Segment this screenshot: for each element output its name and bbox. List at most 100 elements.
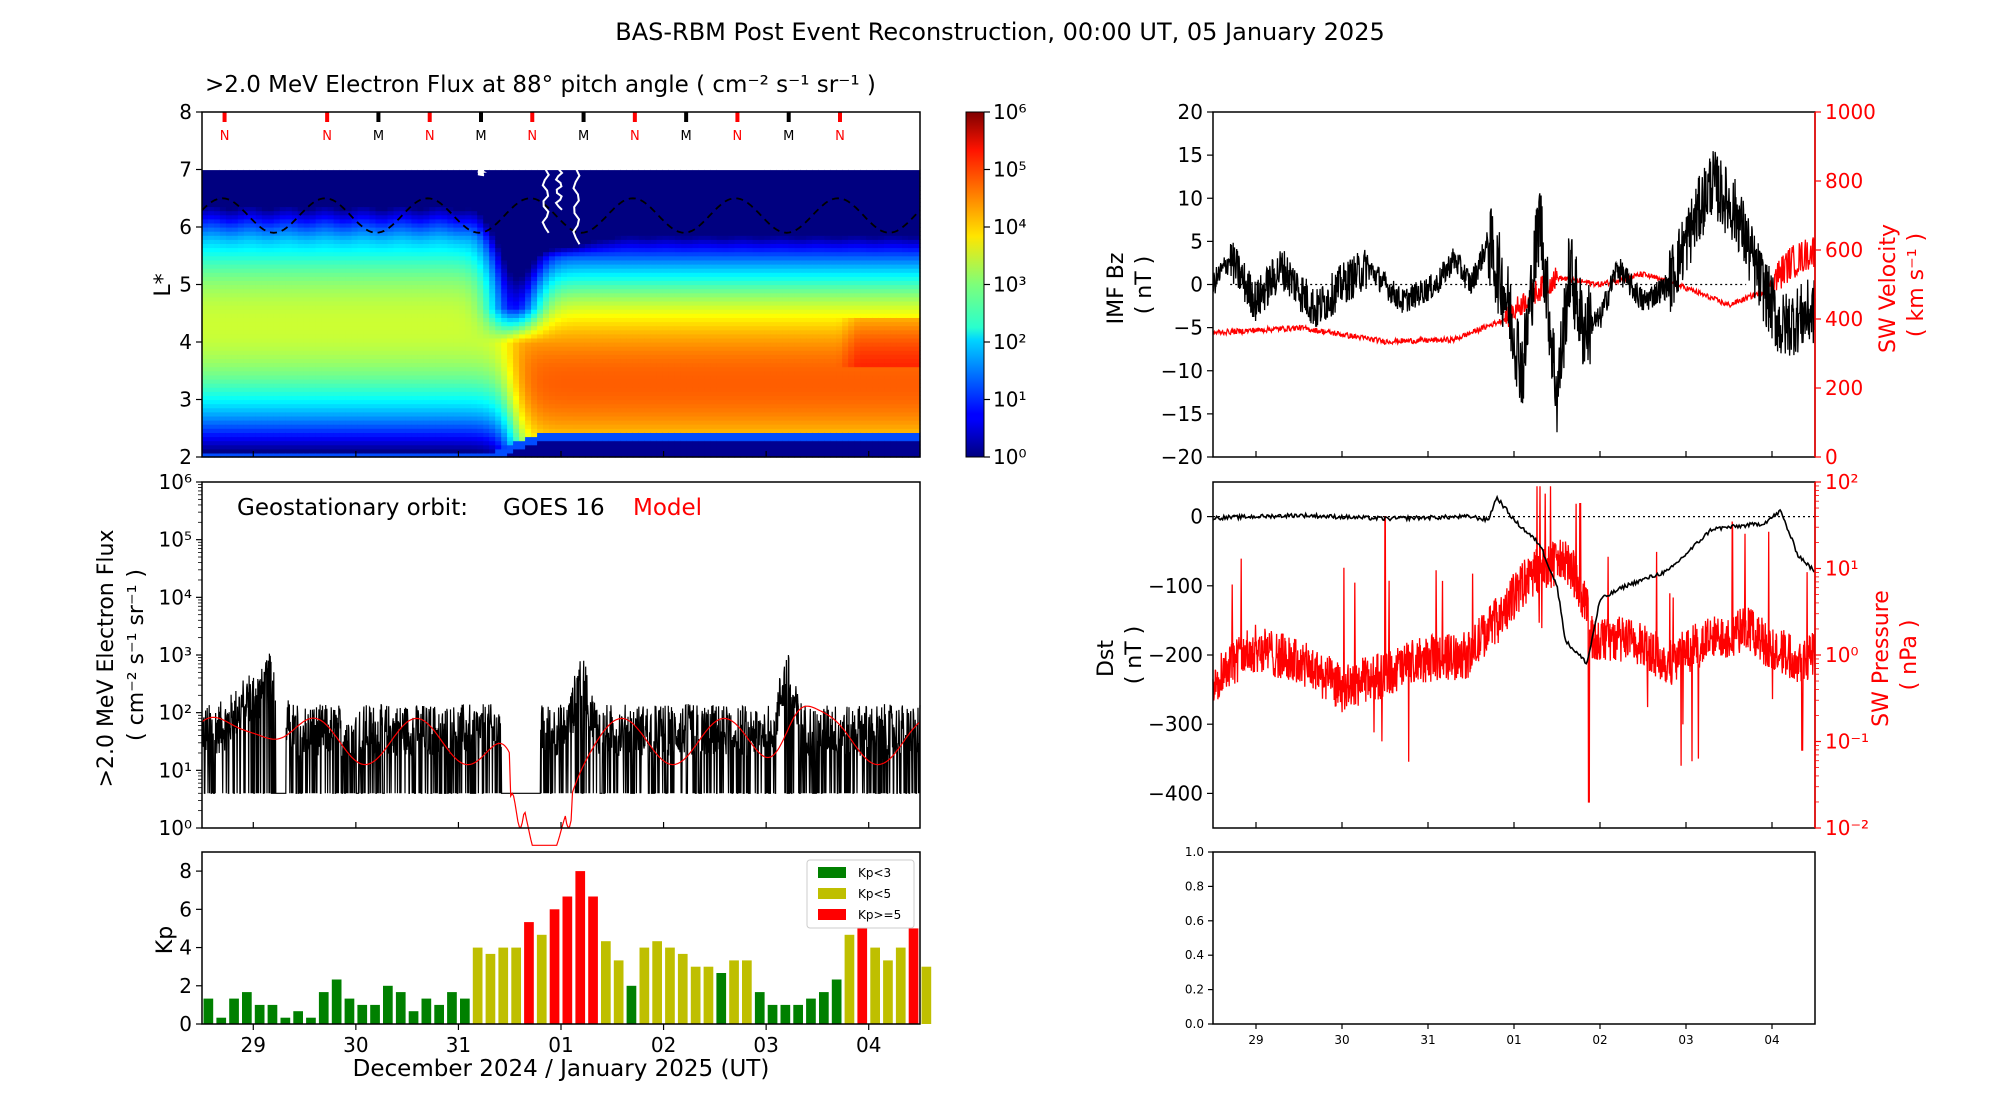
flux-map-cell	[237, 227, 245, 232]
flux-map-cell	[208, 313, 215, 318]
flux-map-cell	[375, 370, 383, 376]
flux-map-cell	[357, 231, 365, 236]
flux-map-cell	[495, 243, 502, 249]
flux-map-cell	[483, 428, 490, 433]
flux-map-cell	[417, 337, 424, 343]
flux-map-cell	[279, 448, 287, 454]
flux-map-cell	[381, 395, 389, 401]
flux-map-cell	[327, 222, 335, 228]
flux-map-cell	[214, 227, 221, 232]
flux-map-cell	[243, 387, 251, 392]
flux-map-cell	[208, 206, 215, 212]
flux-map-cell	[291, 420, 299, 425]
flux-map-cell	[441, 407, 448, 413]
flux-map-cell	[471, 292, 478, 298]
flux-map-cell	[279, 337, 287, 343]
flux-map-cell	[489, 268, 496, 273]
flux-map-cell	[267, 239, 275, 244]
flux-map-cell	[387, 218, 395, 224]
flux-map-cell	[339, 140, 347, 146]
flux-map-cell	[543, 231, 550, 236]
flux-map-cell	[291, 132, 299, 138]
flux-map-cell	[208, 387, 215, 392]
flux-map-cell	[351, 379, 359, 384]
flux-map-cell	[447, 292, 454, 298]
flux-map-cell	[459, 177, 466, 183]
flux-map-cell	[489, 407, 496, 413]
flux-map-cell	[435, 317, 442, 323]
flux-map-cell	[411, 132, 418, 138]
flux-map-cell	[525, 120, 532, 125]
flux-map-cell	[291, 350, 299, 355]
flux-map-cell	[309, 362, 317, 368]
flux-map-cell	[399, 432, 407, 438]
flux-map-cell	[309, 387, 317, 392]
flux-map-cell	[225, 366, 233, 372]
flux-map-cell	[285, 227, 293, 232]
flux-map-cell	[279, 415, 287, 421]
flux-map-cell	[465, 243, 472, 249]
flux-map-cell	[507, 264, 514, 269]
flux-map-cell	[477, 407, 484, 413]
flux-map-cell	[525, 354, 532, 359]
flux-map-cell	[345, 420, 353, 425]
flux-map-cell	[441, 185, 448, 191]
flux-map-cell	[333, 272, 341, 277]
flux-map-cell	[465, 321, 472, 327]
flux-map-cell	[465, 350, 472, 355]
flux-map-cell	[345, 383, 353, 388]
flux-map-cell	[345, 235, 353, 240]
flux-map-cell	[202, 280, 209, 286]
flux-map-cell	[363, 432, 371, 438]
flux-map-cell	[339, 214, 347, 220]
flux-map-cell	[279, 387, 287, 392]
flux-map-cell	[267, 206, 275, 212]
flux-map-cell	[537, 128, 544, 134]
flux-map-cell	[291, 407, 299, 413]
flux-map-cell	[321, 321, 329, 327]
flux-map-cell	[465, 190, 472, 195]
flux-map-cell	[255, 222, 263, 228]
flux-map-cell	[267, 395, 275, 401]
flux-map-cell	[411, 407, 418, 413]
flux-map-cell	[351, 428, 359, 433]
flux-map-cell	[483, 120, 490, 125]
flux-map-cell	[549, 272, 556, 277]
flux-map-cell	[555, 296, 562, 302]
flux-map-cell	[543, 296, 550, 302]
flux-map-cell	[411, 333, 418, 339]
flux-map-cell	[285, 136, 293, 142]
flux-map-cell	[214, 337, 221, 343]
flux-map-cell	[255, 383, 263, 388]
flux-map-cell	[501, 387, 508, 392]
flux-map-cell	[405, 370, 412, 376]
flux-map-cell	[267, 255, 275, 261]
flux-map-cell	[477, 448, 484, 454]
flux-map-cell	[453, 251, 460, 257]
flux-map-cell	[447, 346, 454, 351]
flux-map-cell	[423, 251, 430, 257]
flux-map-cell	[255, 140, 263, 146]
flux-map-cell	[249, 300, 257, 306]
flux-map-cell	[453, 120, 460, 125]
flux-map-cell	[471, 161, 478, 166]
flux-map-cell	[369, 120, 377, 125]
flux-map-cell	[471, 173, 478, 179]
flux-map-cell	[291, 448, 299, 454]
flux-map-cell	[435, 420, 442, 425]
flux-map-cell	[459, 185, 466, 191]
flux-map-cell	[471, 198, 478, 203]
flux-map-cell	[267, 284, 275, 290]
flux-map-cell	[357, 116, 365, 121]
flux-map-cell	[202, 259, 209, 265]
flux-map-cell	[381, 251, 389, 257]
flux-map-cell	[339, 387, 347, 392]
flux-map-cell	[465, 157, 472, 162]
flux-map-cell	[315, 300, 323, 306]
flux-map-cell	[381, 428, 389, 433]
flux-map-cell	[465, 177, 472, 183]
flux-map-cell	[321, 202, 329, 208]
flux-map-cell	[519, 276, 526, 281]
flux-map-cell	[483, 272, 490, 277]
flux-map-cell	[327, 136, 335, 142]
